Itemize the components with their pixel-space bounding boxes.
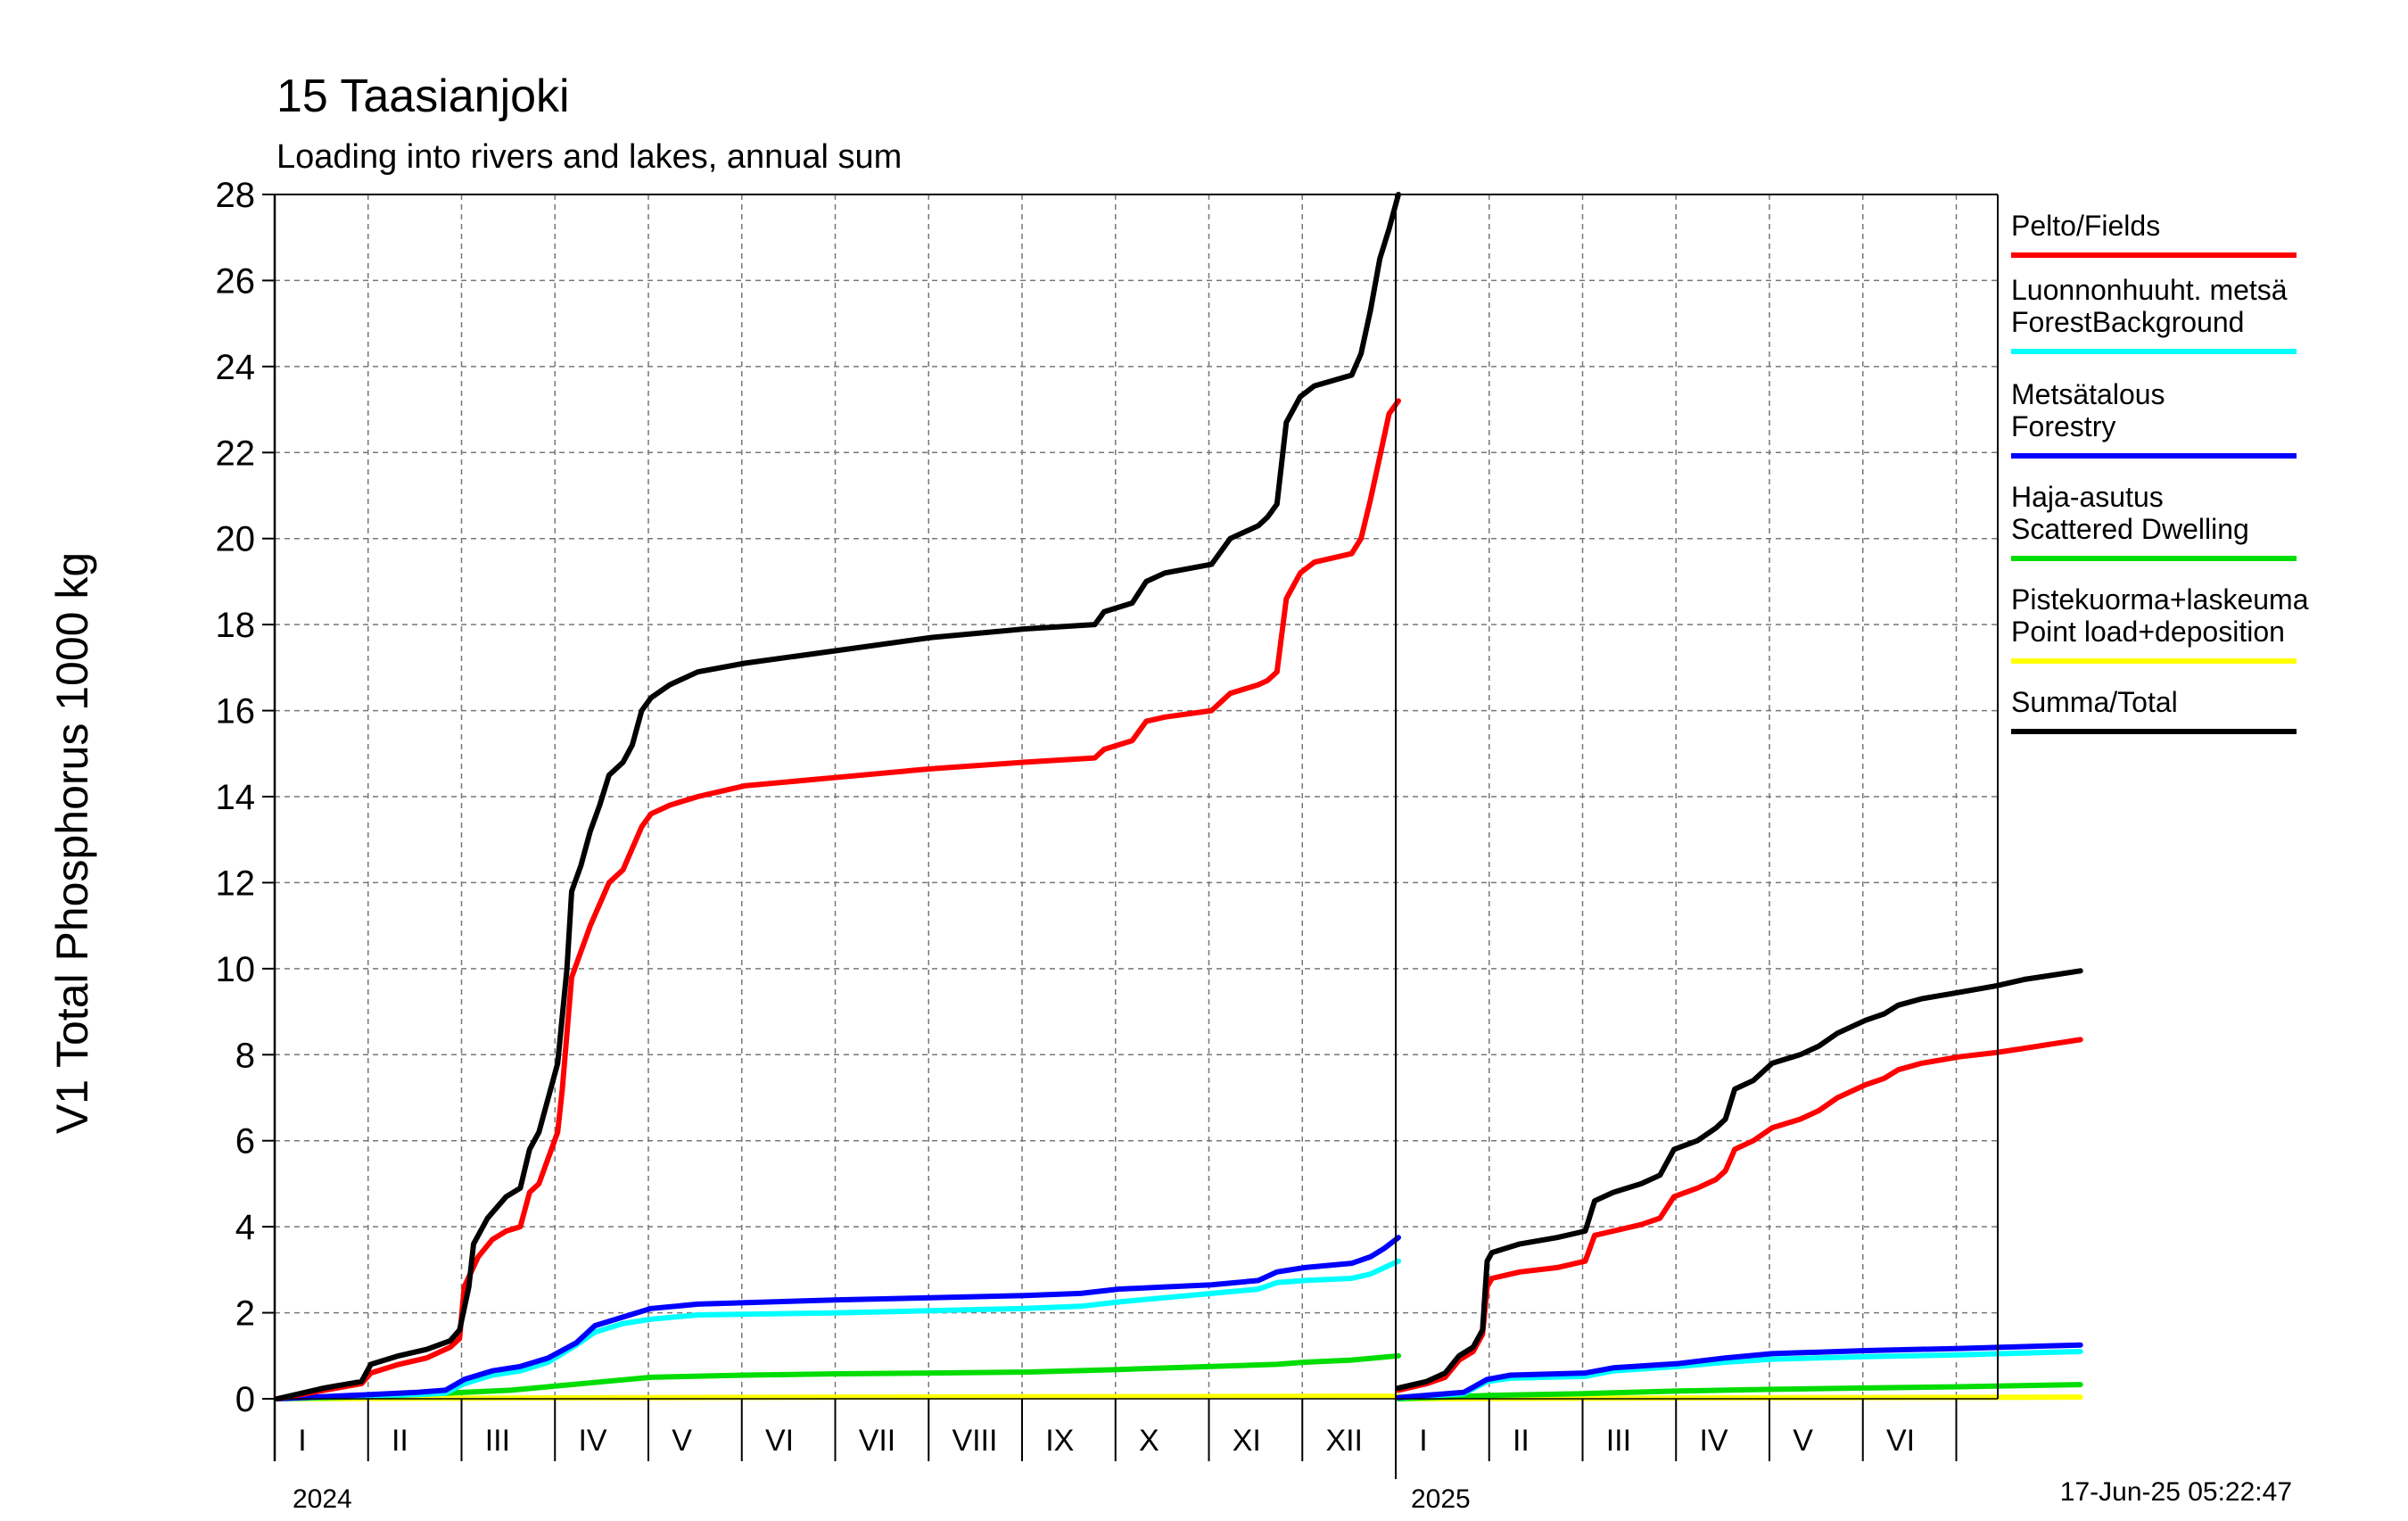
month-label: X (1139, 1424, 1159, 1458)
y-axis-label: V1 Total Phosphorus 1000 kg (47, 552, 97, 1134)
month-label: VI (1886, 1424, 1915, 1458)
month-label: II (1513, 1424, 1530, 1458)
year-label: 2024 (293, 1484, 352, 1514)
legend-label: Metsätalous (2011, 378, 2165, 410)
month-label: IV (578, 1424, 606, 1458)
y-tick-label: 16 (216, 692, 256, 732)
y-tick-label: 14 (216, 778, 256, 817)
timestamp: 17-Jun-25 05:22:47 (2060, 1477, 2292, 1507)
legend-label: Forestry (2011, 410, 2115, 442)
month-label: V (672, 1424, 692, 1458)
series-line (275, 1258, 1401, 1401)
y-tick-label: 28 (216, 176, 256, 215)
legend-label: Haja-asutus (2011, 481, 2164, 513)
month-label: XI (1233, 1424, 1261, 1458)
y-tick-label: 10 (216, 950, 256, 989)
month-label: I (298, 1424, 306, 1458)
month-label: I (1419, 1424, 1427, 1458)
legend-label: Point load+deposition (2011, 616, 2285, 648)
y-tick-label: 8 (235, 1036, 255, 1075)
series-line (275, 192, 1401, 1401)
grid-layer (275, 194, 1998, 1399)
month-label: XII (1325, 1424, 1363, 1458)
y-tick-label: 2 (235, 1294, 255, 1334)
series-line (1396, 968, 2083, 1391)
series-line (1396, 1382, 2083, 1401)
legend: Pelto/Fields Luonnonhuuht. metsäForestBac… (2011, 210, 2309, 734)
y-tick-label: 4 (235, 1208, 255, 1247)
legend-label: Pistekuorma+laskeuma (2011, 583, 2309, 616)
legend-label: Luonnonhuuht. metsä (2011, 274, 2288, 306)
y-tick-label: 18 (216, 606, 256, 645)
month-label: VII (859, 1424, 896, 1458)
month-label: V (1793, 1424, 1813, 1458)
month-label: III (485, 1424, 510, 1458)
month-label: VI (765, 1424, 794, 1458)
series-line (1396, 1342, 2083, 1401)
chart-subtitle: Loading into rivers and lakes, annual su… (276, 138, 902, 176)
month-label: VIII (952, 1424, 997, 1458)
legend-label: Pelto/Fields (2011, 210, 2160, 242)
month-label: IX (1045, 1424, 1074, 1458)
y-tick-label: 24 (216, 348, 256, 387)
month-label: IV (1699, 1424, 1728, 1458)
series-line (275, 1352, 1401, 1401)
series-line (275, 1235, 1401, 1401)
chart-title: 15 Taasianjoki (276, 70, 570, 122)
y-tick-label: 26 (216, 261, 256, 301)
legend-label: Summa/Total (2011, 686, 2178, 718)
legend-label: Scattered Dwelling (2011, 513, 2249, 545)
month-label: II (392, 1424, 408, 1458)
legend-label: ForestBackground (2011, 306, 2244, 338)
y-tick-label: 6 (235, 1122, 255, 1161)
y-tick-label: 0 (235, 1380, 255, 1419)
y-tick-label: 20 (216, 520, 256, 559)
year-label: 2025 (1411, 1484, 1471, 1514)
y-tick-label: 12 (216, 864, 256, 903)
y-tick-label: 22 (216, 434, 256, 473)
month-label: III (1606, 1424, 1631, 1458)
